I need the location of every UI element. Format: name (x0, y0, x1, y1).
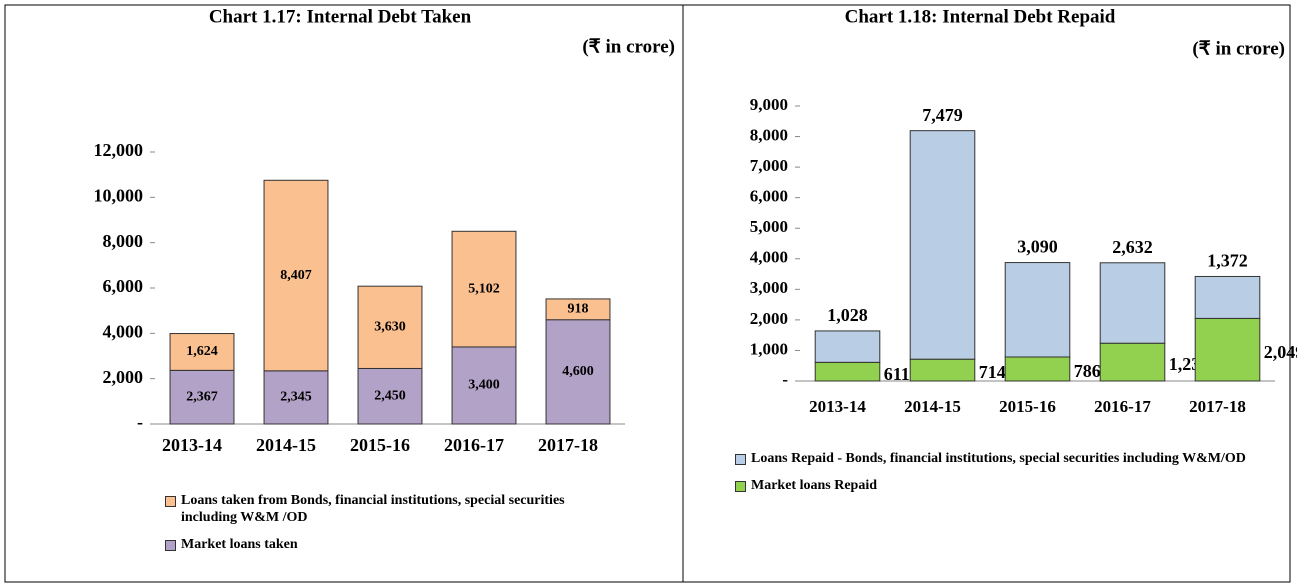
y-tick-label: 10,000 (94, 185, 144, 205)
data-label: 611 (884, 364, 910, 384)
y-tick-label: 8,000 (103, 231, 144, 251)
legend-label: Market loans taken (181, 537, 298, 552)
x-tick-label: 2013-14 (162, 435, 222, 455)
x-tick-label: 2014-15 (256, 435, 316, 455)
x-tick-label: 2014-15 (904, 397, 961, 416)
y-tick-label: 2,000 (103, 367, 144, 387)
data-label: 2,450 (374, 388, 406, 403)
bar-segment (909, 358, 976, 382)
data-label: 2,632 (1112, 237, 1153, 257)
data-label: 2,049 (1264, 342, 1297, 362)
bar-segment (814, 361, 881, 382)
y-tick-label: 6,000 (103, 276, 144, 296)
legend-swatch (735, 454, 746, 465)
data-label: 5,102 (468, 281, 500, 296)
y-tick-label: 12,000 (94, 140, 144, 160)
bar-segment (169, 369, 235, 425)
bar-segment (357, 367, 423, 425)
chart-subtitle: (₹ in crore) (1192, 38, 1285, 59)
y-tick-label: - (137, 412, 143, 432)
x-tick-label: 2013-14 (809, 397, 866, 416)
legend-swatch (165, 496, 176, 507)
y-tick-label: 2,000 (750, 309, 788, 328)
x-tick-label: 2017-18 (538, 435, 598, 455)
data-label: 1,028 (827, 305, 868, 325)
bar-segment (1099, 342, 1166, 382)
y-tick-label: 1,000 (750, 339, 788, 358)
bar-segment (451, 230, 517, 348)
data-label: 3,090 (1017, 237, 1058, 257)
bar-segment (1194, 317, 1261, 382)
data-label: 714 (979, 362, 1006, 382)
y-tick-label: 3,000 (750, 278, 788, 297)
data-label: 3,630 (374, 320, 406, 335)
chart-title: Chart 1.18: Internal Debt Repaid (845, 6, 1116, 27)
frame (4, 4, 1291, 583)
legend-label: Loans Repaid - Bonds, financial institut… (751, 451, 1246, 466)
y-tick-label: 8,000 (750, 125, 788, 144)
legend-item: Market loans Repaid (735, 477, 1275, 494)
data-label: 918 (568, 302, 589, 317)
bar-segment (814, 330, 881, 363)
legend-label: Market loans Repaid (751, 478, 877, 493)
data-label: 2,367 (186, 389, 218, 404)
y-tick-label: 5,000 (750, 217, 788, 236)
legend-swatch (165, 540, 176, 551)
data-label: 1,624 (186, 344, 218, 359)
data-label: 4,600 (562, 364, 594, 379)
data-label: 8,407 (280, 268, 312, 283)
data-label: 1,372 (1207, 251, 1248, 271)
bar-segment (263, 370, 329, 425)
legend-item: Market loans taken (165, 536, 595, 553)
y-tick-label: - (782, 370, 788, 389)
legend-item: Loans taken from Bonds, financial instit… (165, 492, 595, 526)
legend-swatch (735, 481, 746, 492)
y-tick-label: 4,000 (750, 248, 788, 267)
x-tick-label: 2015-16 (999, 397, 1056, 416)
bar-segment (1004, 356, 1071, 382)
data-label: 786 (1074, 361, 1101, 381)
y-tick-label: 9,000 (750, 95, 788, 114)
x-tick-label: 2016-17 (1094, 397, 1151, 416)
x-tick-label: 2017-18 (1189, 397, 1246, 416)
bar-segment (263, 179, 329, 372)
chart-title: Chart 1.17: Internal Debt Taken (209, 6, 472, 27)
x-tick-label: 2015-16 (350, 435, 410, 455)
bar-segment (169, 333, 235, 371)
bar-segment (1194, 275, 1261, 319)
data-label: 3,400 (468, 378, 500, 393)
chart-subtitle: (₹ in crore) (582, 36, 675, 57)
y-tick-label: 7,000 (750, 156, 788, 175)
y-tick-label: 6,000 (750, 187, 788, 206)
bar-segment (451, 346, 517, 425)
legend: Loans taken from Bonds, financial instit… (165, 492, 595, 563)
bar-segment (1099, 262, 1166, 344)
legend-label: Loans taken from Bonds, financial instit… (181, 493, 565, 525)
legend-item: Loans Repaid - Bonds, financial institut… (735, 450, 1275, 467)
legend: Loans Repaid - Bonds, financial institut… (735, 450, 1275, 504)
bar-segment (545, 298, 611, 321)
data-label: 2,345 (280, 390, 312, 405)
bar-segment (357, 285, 423, 369)
data-label: 7,479 (922, 105, 963, 125)
bar-segment (1004, 262, 1071, 358)
x-tick-label: 2016-17 (444, 435, 504, 455)
y-tick-label: 4,000 (103, 321, 144, 341)
bar-segment (909, 130, 976, 360)
